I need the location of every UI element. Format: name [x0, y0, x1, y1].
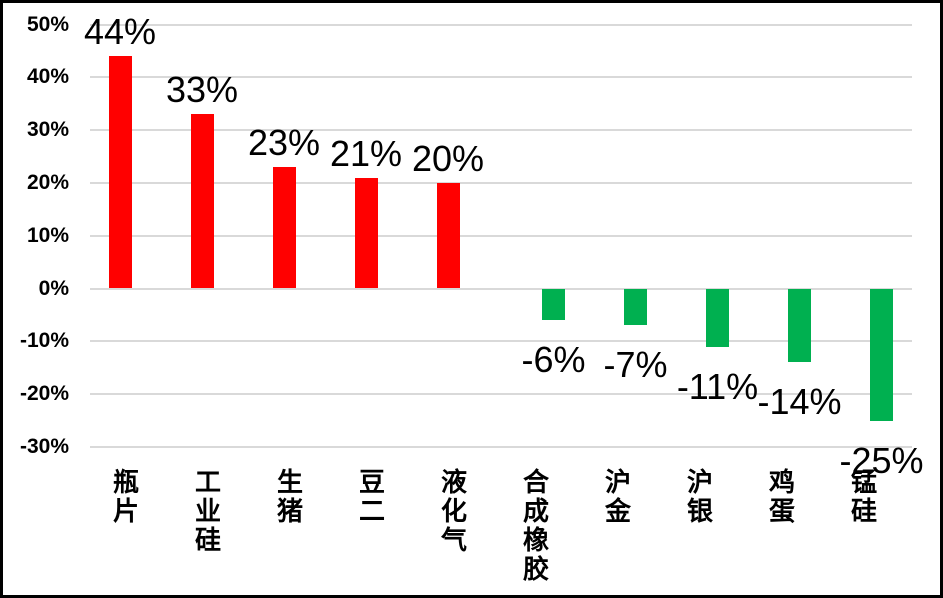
bar-positive: [436, 182, 460, 289]
y-axis-tick-label: -20%: [19, 382, 69, 406]
gridline: [90, 340, 912, 343]
category-label: 生 猪: [276, 467, 303, 526]
gridline: [90, 393, 912, 396]
category-label: 液 化 气: [440, 467, 467, 555]
category-label: 工 业 硅: [194, 467, 221, 555]
gridline: [90, 76, 912, 79]
bar-positive: [354, 177, 378, 289]
bar-negative: [788, 288, 811, 363]
bar-value-label: -25%: [839, 439, 924, 481]
bar-positive: [272, 167, 296, 289]
category-label: 合 成 橡 胶: [522, 467, 549, 584]
bar-negative: [542, 288, 565, 321]
bar-value-label: 21%: [329, 132, 403, 174]
y-axis-tick-label: 30%: [26, 118, 69, 142]
y-axis-tick-label: 20%: [26, 170, 69, 194]
gridline: [90, 234, 912, 237]
bar-value-label: 44%: [83, 11, 157, 53]
gridline: [90, 23, 912, 26]
bar-positive: [190, 114, 214, 289]
category-label: 锰 硅: [850, 467, 877, 526]
bar-value-label: -14%: [757, 381, 842, 423]
gridline: [90, 129, 912, 132]
category-label: 瓶 片: [112, 467, 139, 526]
bar-value-label: 33%: [165, 69, 239, 111]
y-axis-tick-label: 10%: [26, 223, 69, 247]
bar-value-label: -7%: [603, 344, 668, 386]
gridline: [90, 287, 912, 290]
bar-negative: [624, 288, 647, 326]
gridline: [90, 181, 912, 184]
y-axis-tick-label: 40%: [26, 65, 69, 89]
bar-negative: [870, 288, 893, 421]
bar-negative: [706, 288, 729, 347]
y-axis-tick-label: 50%: [26, 12, 69, 36]
gridline: [90, 445, 912, 448]
category-label: 沪 银: [686, 467, 713, 526]
y-axis-tick-label: -30%: [19, 434, 69, 458]
category-label: 鸡 蛋: [768, 467, 795, 526]
category-label: 沪 金: [604, 467, 631, 526]
bar-value-label: 23%: [247, 122, 321, 164]
bar-value-label: 20%: [411, 137, 485, 179]
category-label: 豆 二: [358, 467, 385, 526]
bar-value-label: -6%: [521, 339, 586, 381]
bar-value-label: -11%: [676, 365, 759, 407]
y-axis-tick-label: 0%: [38, 276, 69, 300]
bar-positive: [108, 56, 132, 289]
y-axis-tick-label: -10%: [19, 329, 69, 353]
